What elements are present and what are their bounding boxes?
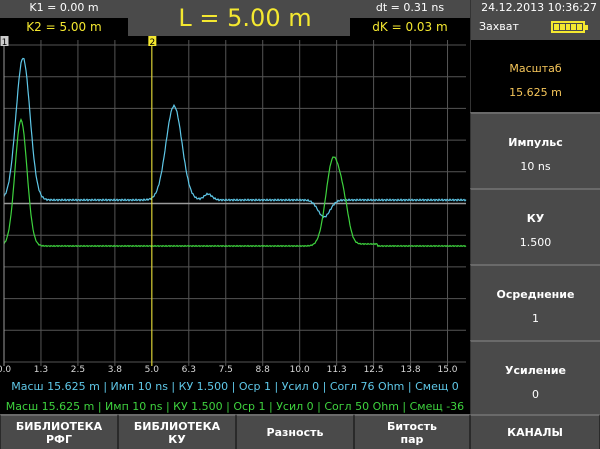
- panel-label: КУ: [526, 212, 545, 225]
- library-ku-button[interactable]: БИБЛИОТЕКА КУ: [118, 414, 236, 449]
- trace-1: [3, 57, 467, 219]
- x-tick-label: 12.5: [364, 365, 384, 374]
- marker1-readout: K1 = 0.00 m: [29, 1, 99, 14]
- marker2-readout: K2 = 5.00 m: [0, 18, 128, 36]
- library-rfg-button[interactable]: БИБЛИОТЕКА РФГ: [0, 414, 118, 449]
- dt-readout: dt = 0.31 ns: [375, 1, 445, 14]
- panel-pulse[interactable]: Импульс 10 ns: [470, 112, 600, 188]
- panel-value: 15.625 m: [509, 86, 562, 99]
- panel-label: Импульс: [508, 136, 563, 149]
- panel-value: 0: [532, 388, 539, 401]
- panel-ku[interactable]: КУ 1.500: [470, 188, 600, 264]
- trace-2: [3, 118, 467, 248]
- marker-2-handle[interactable]: [148, 36, 157, 46]
- x-tick-label: 8.8: [256, 365, 271, 374]
- x-tick-label: 5.0: [145, 365, 160, 374]
- x-axis-ticks: 0.0 1.3 2.5 3.8 5.0 6.3 7.5 8.8 10.0 11.3 12.5 13.8…: [0, 365, 458, 374]
- marker-1-handle[interactable]: [0, 36, 9, 46]
- panel-label: Осреднение: [496, 288, 575, 301]
- x-tick-label: 2.5: [71, 365, 85, 374]
- x-tick-label: 15.0: [437, 365, 457, 374]
- difference-button[interactable]: Разность: [236, 414, 354, 449]
- x-tick-label: 6.3: [182, 365, 196, 374]
- channel1-settings: Масш 15.625 m | Имп 10 ns | КУ 1.500 | О…: [11, 380, 459, 393]
- x-tick-label: 1.3: [34, 365, 48, 374]
- x-tick-label: 10.0: [290, 365, 310, 374]
- length-readout: L = 5.00 m: [178, 4, 312, 32]
- panel-label: Усиление: [505, 364, 566, 377]
- marker-1-label: 1: [2, 38, 8, 48]
- mode-label: Захват: [479, 20, 519, 33]
- panel-averaging[interactable]: Осреднение 1: [470, 264, 600, 340]
- x-tick-label: 7.5: [219, 365, 233, 374]
- x-tick-label: 11.3: [327, 365, 347, 374]
- x-tick-label: 13.8: [401, 365, 421, 374]
- trace-plot[interactable]: 0.0 1.3 2.5 3.8 5.0 6.3 7.5 8.8 10.0 11.3 12.5 13.8…: [0, 36, 470, 374]
- channel2-settings: Масш 15.625 m | Имп 10 ns | КУ 1.500 | О…: [5, 400, 465, 413]
- status-area: 24.12.2013 10:36:27 Захват: [470, 0, 600, 40]
- panel-value: 10 ns: [520, 160, 551, 173]
- channels-button[interactable]: КАНАЛЫ: [470, 414, 600, 449]
- battery-full-icon: [551, 21, 588, 33]
- panel-scale[interactable]: Масштаб 15.625 m: [470, 40, 600, 112]
- dk-readout: dK = 0.03 m: [350, 18, 470, 36]
- pair-split-button[interactable]: Битость пар: [354, 414, 470, 449]
- marker-2-label: 2: [149, 38, 155, 48]
- grid: [3, 40, 466, 366]
- panel-value: 1.500: [519, 236, 552, 249]
- panel-label: Масштаб: [509, 62, 562, 75]
- x-tick-label: 0.0: [0, 365, 11, 374]
- x-tick-label: 3.8: [108, 365, 123, 374]
- datetime: 24.12.2013 10:36:27: [481, 1, 597, 14]
- panel-gain[interactable]: Усиление 0: [470, 340, 600, 414]
- panel-value: 1: [532, 312, 539, 325]
